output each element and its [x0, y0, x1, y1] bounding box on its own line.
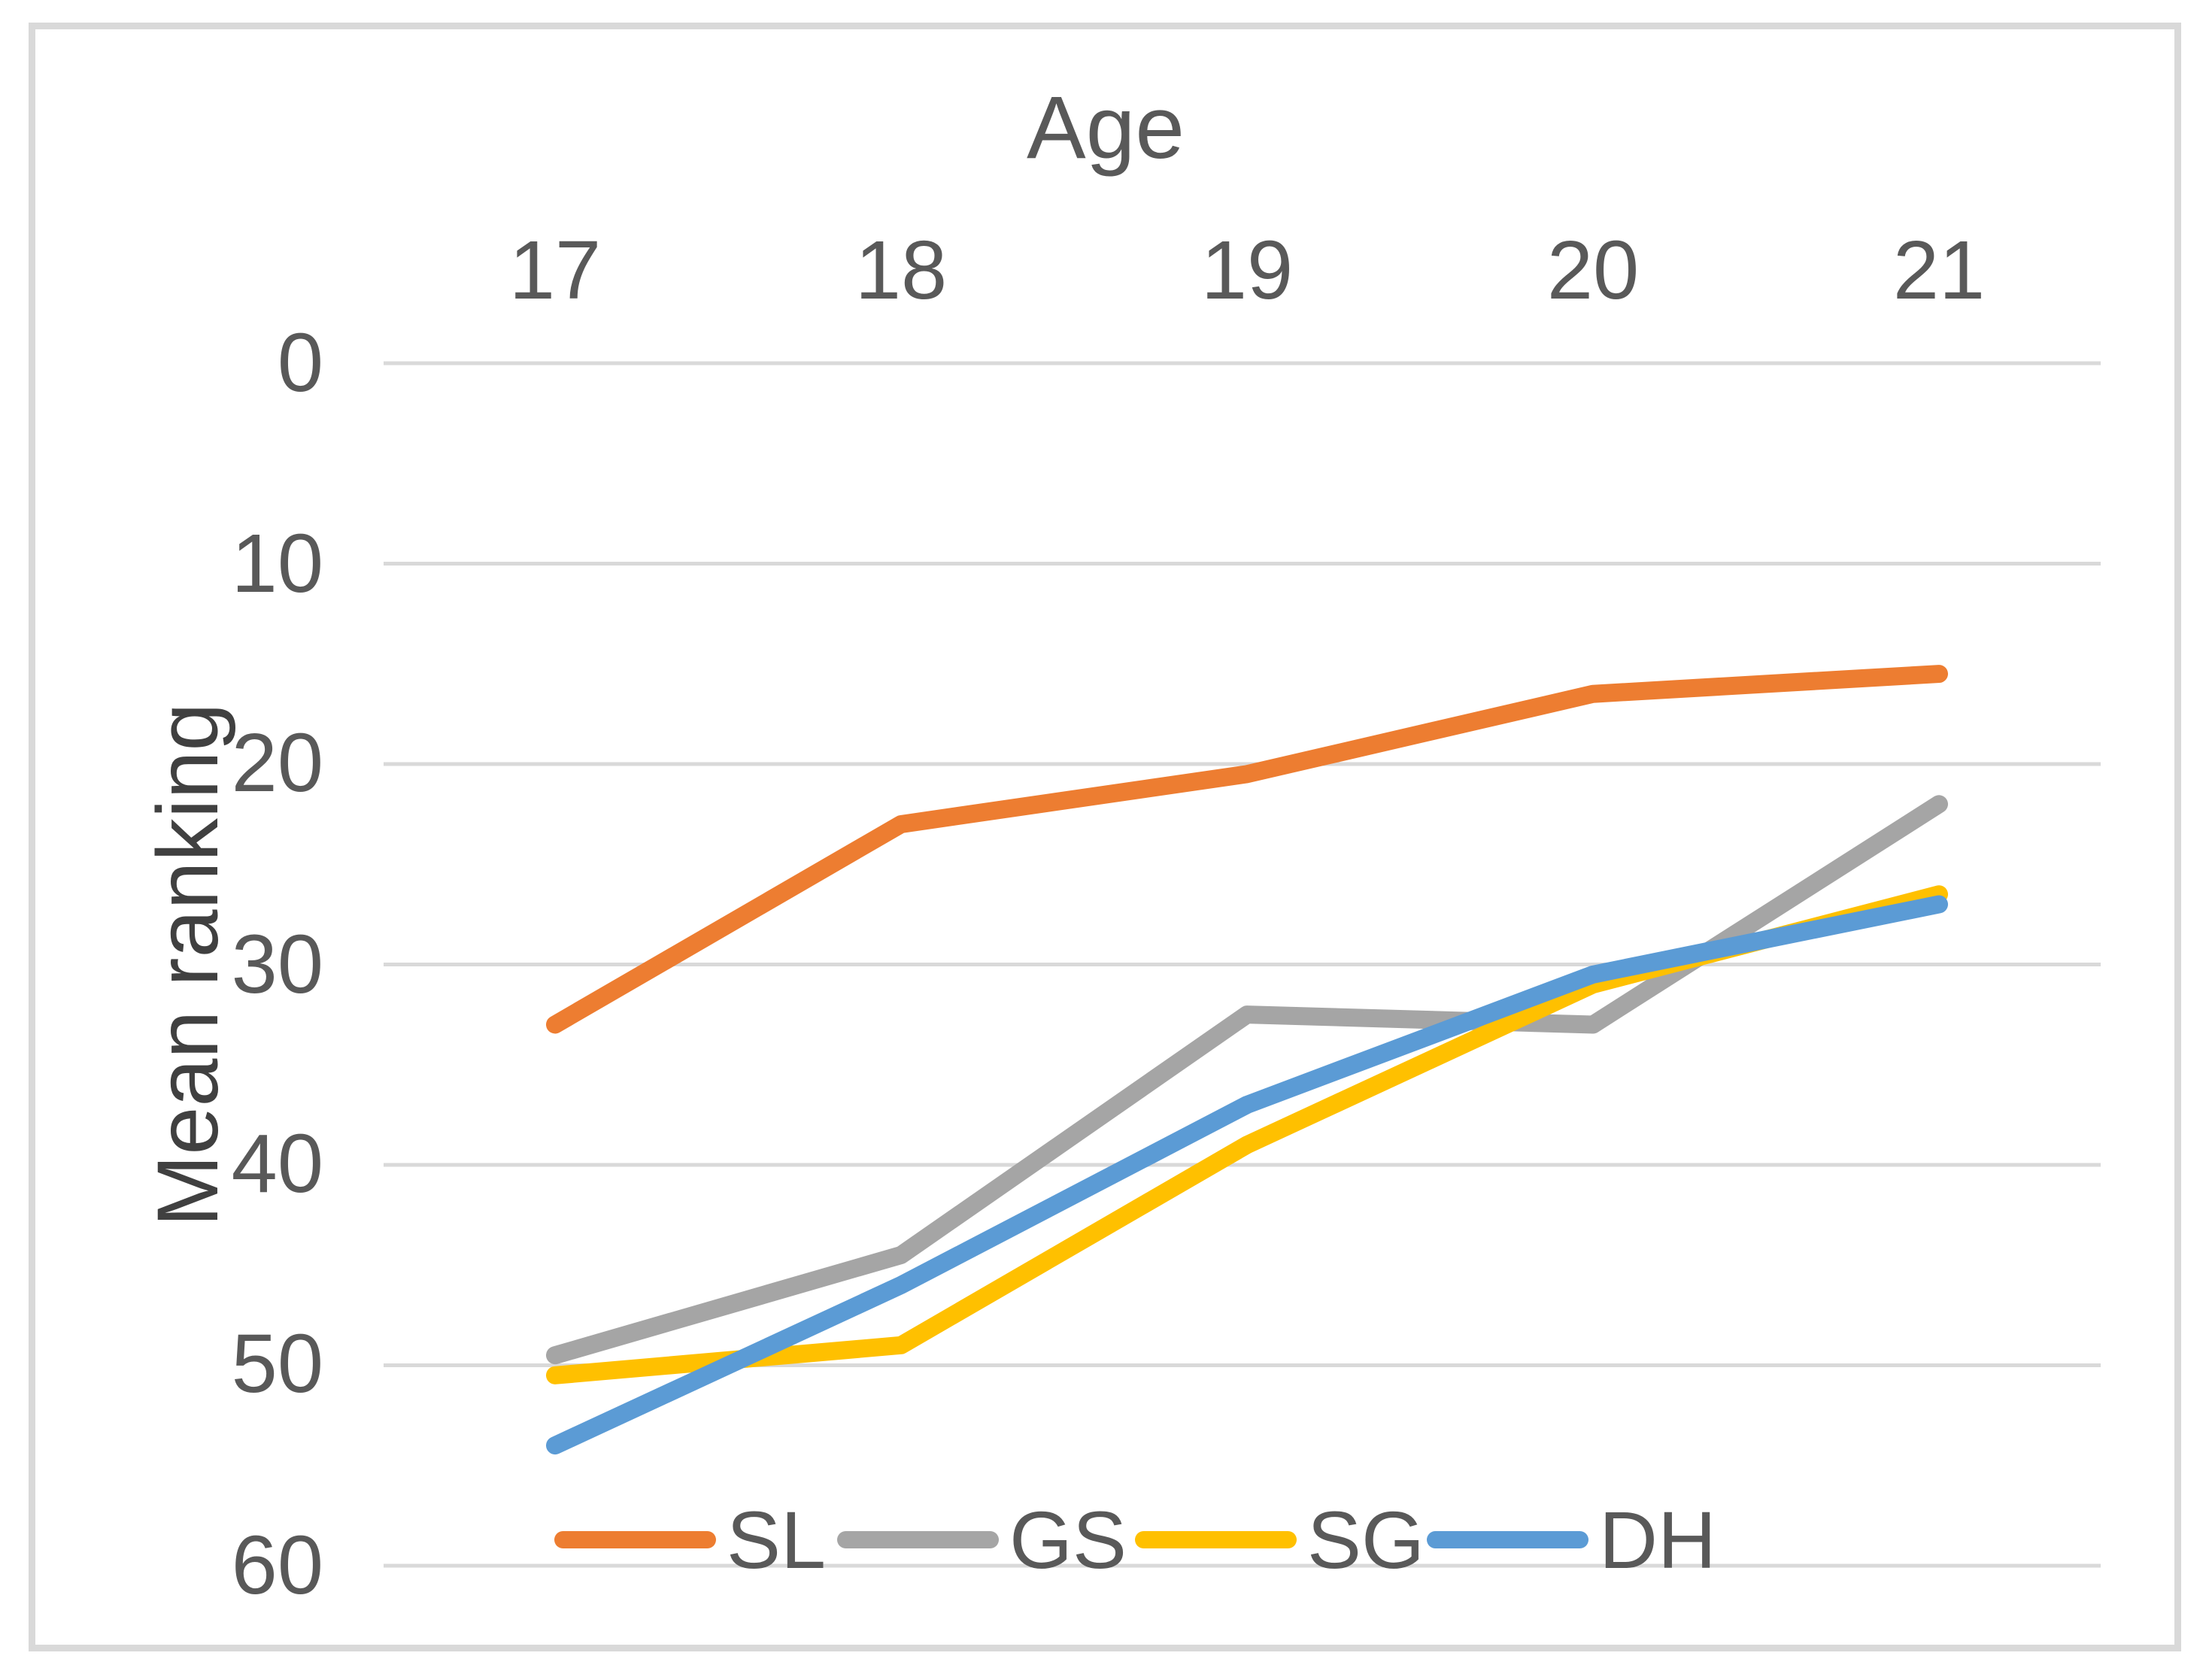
legend-swatch-gs: [837, 1531, 999, 1548]
y-tick-label-0: 0: [277, 317, 323, 409]
y-tick-label-50: 50: [231, 1318, 323, 1410]
chart-title: Age: [1027, 78, 1185, 177]
legend-item-gs: GS: [837, 1493, 1127, 1587]
legend-label-dh: DH: [1599, 1494, 1716, 1585]
gridlines: [384, 361, 2101, 1568]
series-line-sl: [546, 665, 1948, 1034]
legend-item-dh: DH: [1427, 1493, 1716, 1587]
y-tick-label-60: 60: [231, 1519, 323, 1612]
x-tick-label-18: 18: [854, 224, 948, 317]
legend-swatch-sl: [554, 1531, 716, 1548]
legend-swatch-dh: [1427, 1531, 1588, 1548]
legend-item-sl: SL: [554, 1493, 826, 1587]
legend-label-sl: SL: [727, 1494, 827, 1585]
x-tick-label-20: 20: [1546, 224, 1640, 317]
series-line-dh: [546, 895, 1948, 1455]
y-tick-label-30: 30: [231, 918, 323, 1011]
legend-swatch-sg: [1135, 1531, 1297, 1548]
x-tick-label-19: 19: [1200, 224, 1294, 317]
legend-label-gs: GS: [1009, 1494, 1127, 1585]
x-tick-label-17: 17: [508, 224, 602, 317]
y-tick-label-20: 20: [231, 717, 323, 809]
x-tick-label-21: 21: [1892, 224, 1986, 317]
y-tick-label-40: 40: [231, 1118, 323, 1210]
legend-item-sg: SG: [1135, 1493, 1425, 1587]
y-tick-label-10: 10: [231, 517, 323, 610]
series-lines: [546, 665, 1948, 1455]
series-line-gs: [546, 795, 1948, 1365]
chart-border: [29, 23, 2181, 1651]
y-axis-title: Mean ranking: [140, 702, 236, 1227]
legend-label-sg: SG: [1307, 1494, 1425, 1585]
